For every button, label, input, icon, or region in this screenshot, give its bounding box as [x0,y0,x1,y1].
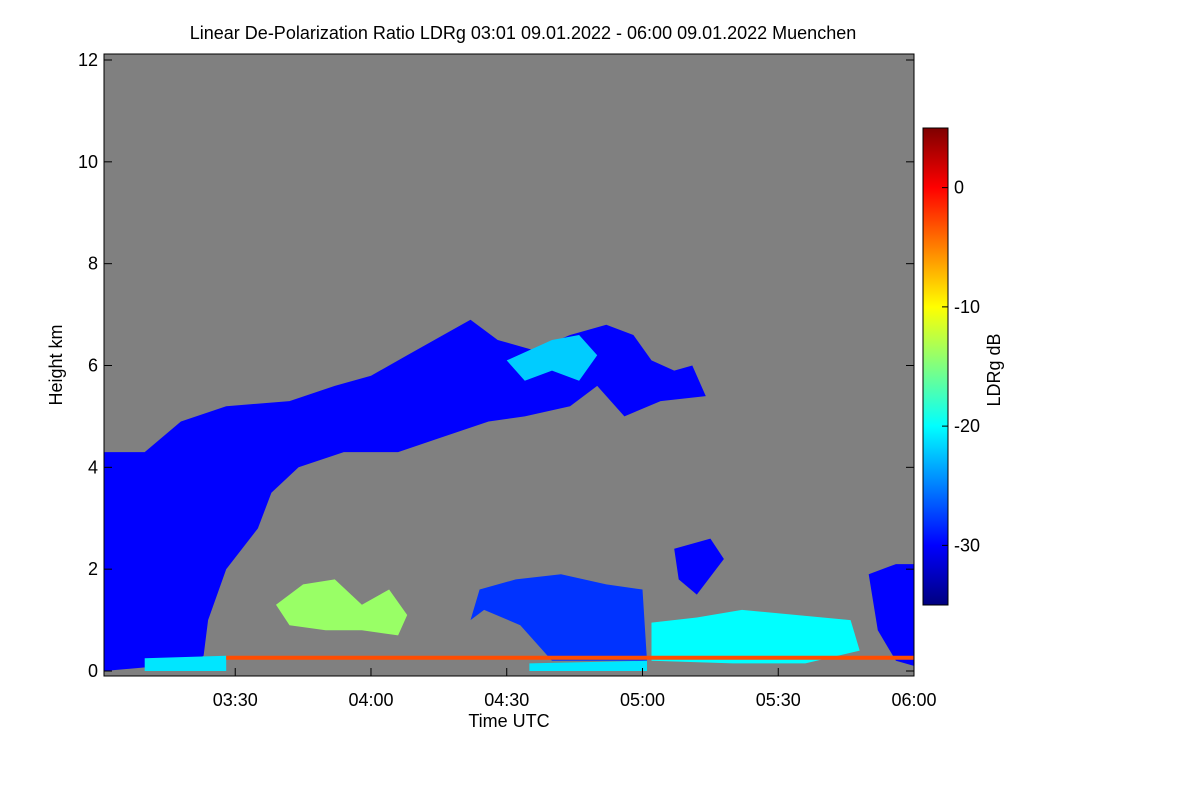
region-surface-layer-2 [529,660,647,671]
x-tick-label: 04:00 [348,690,393,710]
data-regions [104,319,914,671]
x-tick-label: 05:30 [756,690,801,710]
y-tick-label: 0 [88,661,98,681]
region-mid-patch-0515 [674,538,724,595]
region-low-cloud-0505 [651,609,860,664]
x-tick-label: 04:30 [484,690,529,710]
region-low-cloud-0430 [470,574,647,661]
x-tick-label: 03:30 [213,690,258,710]
y-tick-label: 2 [88,559,98,579]
y-tick-label: 6 [88,356,98,376]
y-axis: 0 2 4 6 8 10 12 [78,50,914,681]
region-upper-cirrus-patch [506,335,598,381]
colorbar-tick-label: 0 [954,178,964,198]
colorbar-ticks: 0 -10 -20 -30 [942,178,980,555]
region-cirrus-band [104,319,706,671]
x-tick-label: 05:00 [620,690,665,710]
colorbar-tick-label: -10 [954,297,980,317]
x-axis-label: Time UTC [468,711,549,731]
region-low-cloud-0600 [868,564,914,666]
y-tick-label: 12 [78,50,98,70]
colorbar-label: LDRg dB [984,333,1004,406]
x-axis: 03:30 04:00 04:30 05:00 05:30 06:00 [213,668,937,710]
x-tick-label: 06:00 [891,690,936,710]
colorbar-tick-label: -30 [954,535,980,555]
chart-title: Linear De-Polarization Ratio LDRg 03:01 … [190,23,856,43]
colorbar [922,127,949,606]
y-tick-label: 10 [78,152,98,172]
colorbar-tick-label: -20 [954,416,980,436]
y-tick-label: 4 [88,457,98,477]
region-near-ground-line [226,655,914,660]
y-axis-label: Height km [46,324,66,405]
y-tick-label: 8 [88,254,98,274]
region-surface-layer [144,655,227,671]
region-low-cloud-0340 [276,579,408,636]
